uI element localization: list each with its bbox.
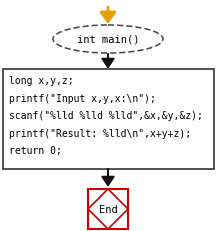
- Text: long x,y,z;: long x,y,z;: [9, 76, 74, 86]
- Text: scanf("%lld %lld %lld",&x,&y,&z);: scanf("%lld %lld %lld",&x,&y,&z);: [9, 111, 203, 121]
- Bar: [88, 189, 128, 229]
- Text: return 0;: return 0;: [9, 146, 62, 156]
- Text: int main(): int main(): [77, 35, 139, 45]
- Text: End: End: [99, 204, 117, 214]
- Polygon shape: [88, 189, 128, 229]
- Text: printf("Result: %lld\n",x+y+z);: printf("Result: %lld\n",x+y+z);: [9, 128, 191, 138]
- Bar: [3, 70, 214, 169]
- Text: printf("Input x,y,x:\n");: printf("Input x,y,x:\n");: [9, 93, 156, 103]
- Ellipse shape: [53, 26, 163, 54]
